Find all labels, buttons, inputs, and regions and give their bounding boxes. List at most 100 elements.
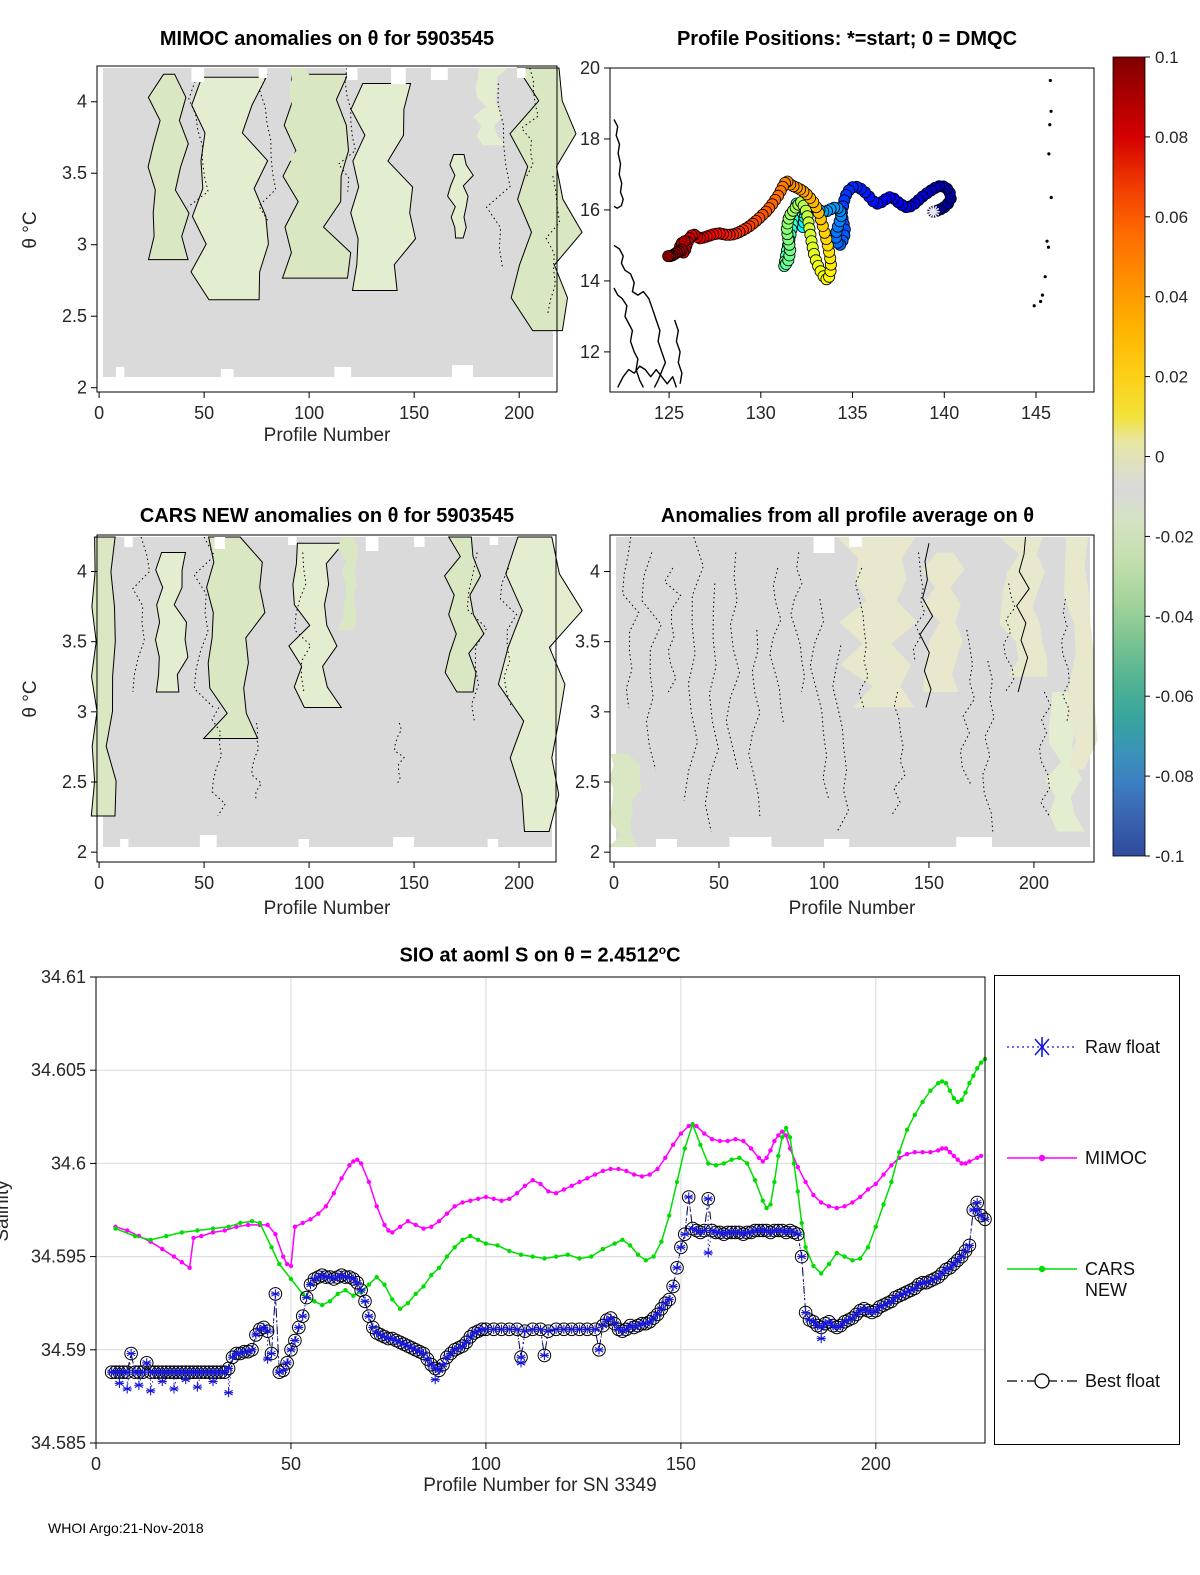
data-gap: [258, 68, 268, 78]
x-tick-label: 200: [504, 873, 534, 893]
data-gap: [346, 68, 358, 80]
sio-legend-markers: [1007, 1037, 1077, 1389]
cars-marker: [787, 1135, 793, 1140]
cars-marker: [667, 1213, 672, 1218]
mimoc-marker: [355, 1157, 360, 1162]
cars-marker: [651, 1254, 656, 1259]
cars-marker: [682, 1146, 687, 1151]
legend-label-rawfloat: Raw float: [1085, 1037, 1161, 1057]
mimoc-marker: [585, 1176, 590, 1181]
mimoc-marker: [889, 1163, 894, 1168]
data-gap: [365, 537, 379, 551]
cars-marker: [226, 1224, 231, 1230]
coastline: [613, 287, 645, 388]
cars-marker: [963, 1090, 968, 1095]
best-float-marker: [280, 1356, 294, 1370]
best-float-marker: [124, 1346, 138, 1361]
mimoc-marker: [429, 1224, 434, 1230]
y-tick-label: 12: [580, 342, 600, 362]
mimoc-marker: [331, 1191, 336, 1196]
cars-marker: [643, 1258, 648, 1263]
mimoc-marker: [522, 1183, 528, 1189]
cars-marker: [277, 1261, 282, 1267]
coastline: [613, 244, 667, 388]
best-float-marker: [537, 1348, 552, 1363]
cars-marker: [421, 1284, 426, 1289]
cars-marker: [904, 1127, 910, 1133]
cars-marker: [382, 1282, 387, 1287]
best-float-marker: [646, 1311, 661, 1325]
panel-positions-title: Profile Positions: *=start; 0 = DMQC: [676, 28, 1018, 50]
green-anomaly-band: [147, 73, 190, 261]
data-gap: [199, 835, 217, 847]
best-float-marker: [350, 1275, 365, 1290]
dotted-contour-line: [211, 707, 226, 817]
cars-marker: [834, 1250, 839, 1256]
cars-marker: [959, 1097, 964, 1103]
x-tick-label: 50: [281, 1454, 301, 1474]
mimoc-marker: [881, 1172, 886, 1177]
mimoc-marker: [499, 1198, 504, 1203]
island: [1046, 245, 1051, 249]
cars-marker: [737, 1155, 742, 1161]
colorbar-tick-label: 0.06: [1155, 208, 1188, 227]
data-gap: [430, 68, 448, 80]
mimoc-marker: [323, 1204, 329, 1209]
mimoc-marker: [351, 1159, 356, 1164]
best-float-marker: [701, 1192, 716, 1206]
cars-marker: [589, 1254, 594, 1259]
best-float-marker: [288, 1333, 302, 1348]
cars-marker: [257, 1220, 262, 1226]
legend-label-carsnew: CARS NEW: [1085, 1259, 1136, 1300]
yellow-anomaly-band: [836, 537, 918, 708]
data-gap: [729, 837, 772, 847]
mimoc-marker: [912, 1150, 917, 1155]
cars-marker: [955, 1099, 960, 1105]
mimoc-marker: [725, 1138, 730, 1144]
dotted-contour-line: [832, 645, 850, 832]
data-gap: [489, 537, 499, 545]
mimoc-marker: [390, 1230, 395, 1235]
green-anomaly-band: [473, 68, 508, 146]
colorbar-tick-label: -0.08: [1155, 767, 1194, 786]
cars-marker: [768, 1202, 773, 1207]
cars-marker: [413, 1291, 418, 1297]
dotted-contour-line: [294, 552, 312, 693]
sio-title-end: C: [666, 944, 681, 967]
mimoc-marker: [210, 1230, 216, 1235]
mimoc-marker: [865, 1187, 871, 1192]
green-anomaly-band: [444, 536, 485, 693]
mimoc-marker: [694, 1123, 699, 1129]
mimoc-marker: [436, 1219, 442, 1224]
colorbar-tick-label: -0.02: [1155, 527, 1194, 546]
mimoc-marker: [686, 1123, 691, 1129]
cars-marker: [783, 1125, 789, 1131]
cars-marker: [947, 1088, 953, 1093]
best-float-marker: [974, 1208, 988, 1223]
y-tick-label: 34.59: [41, 1340, 86, 1360]
cars-marker: [858, 1256, 863, 1261]
legend-label-bestfloat: Best float: [1085, 1371, 1161, 1391]
cars-marker: [873, 1224, 878, 1230]
mimoc-marker: [873, 1181, 878, 1187]
mimoc-marker: [546, 1189, 551, 1194]
mimoc-marker: [616, 1166, 621, 1172]
cars-marker: [475, 1237, 481, 1243]
mimoc-marker: [756, 1155, 762, 1161]
best-float-marker: [681, 1190, 696, 1204]
mimoc-marker: [514, 1191, 520, 1196]
best-float-marker: [268, 1287, 283, 1301]
mimoc-marker: [316, 1211, 321, 1216]
mimoc-marker: [308, 1217, 313, 1222]
mimoc-marker: [577, 1179, 582, 1185]
y-tick-label: 20: [580, 58, 600, 78]
dotted-contour-line: [1061, 598, 1070, 724]
data-gap: [393, 837, 415, 847]
dotted-contour-line: [790, 552, 806, 693]
best-float-marker: [962, 1238, 977, 1253]
island: [1048, 123, 1052, 127]
dotted-contour-line: [809, 598, 830, 801]
mimoc-marker: [386, 1228, 391, 1233]
island: [1047, 152, 1051, 156]
